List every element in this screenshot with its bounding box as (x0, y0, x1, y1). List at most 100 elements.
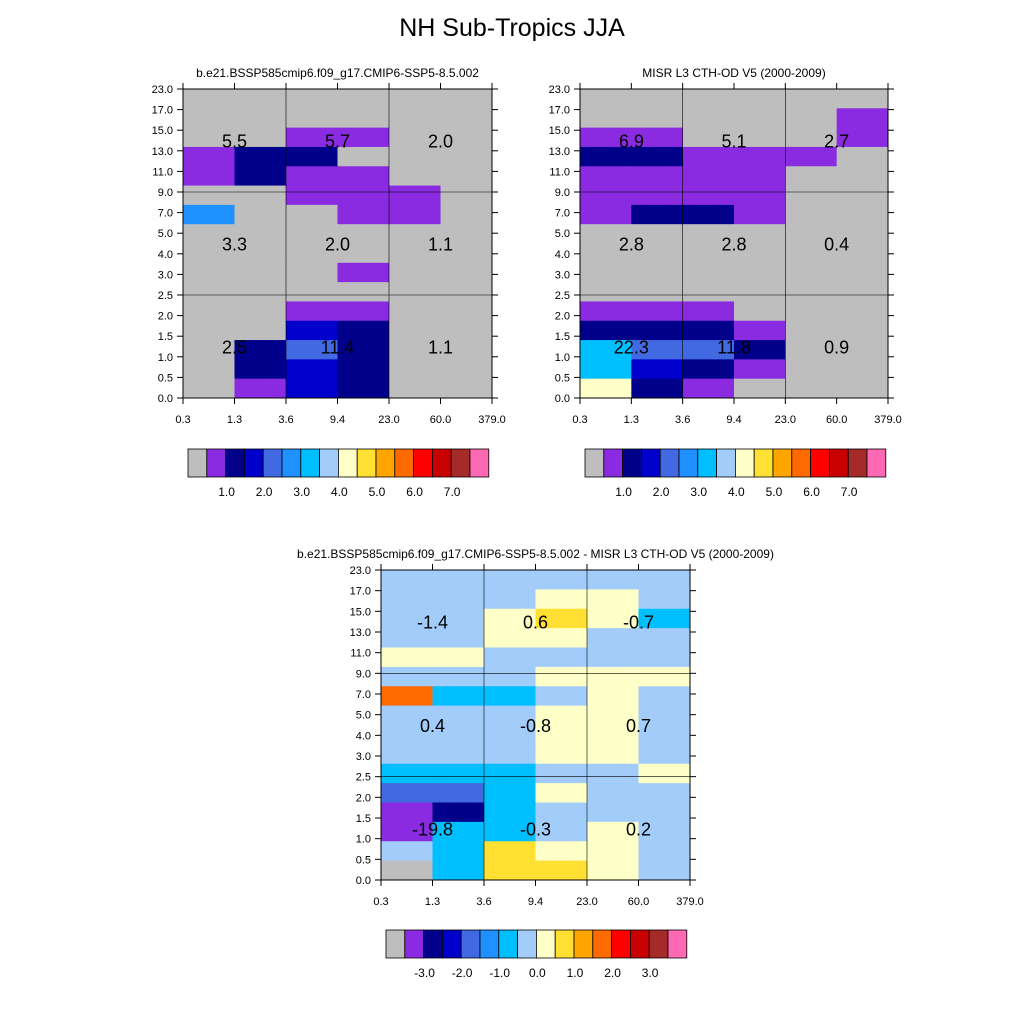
heatmap-cell (682, 262, 735, 283)
heatmap-cell (432, 744, 485, 765)
heatmap-cell (286, 204, 338, 225)
heatmap-cell (836, 340, 889, 360)
heatmap-cell (432, 589, 485, 610)
data-label: 2.7 (824, 132, 849, 152)
heatmap-cell (432, 783, 485, 803)
heatmap-cell (484, 860, 536, 881)
colorbar-swatch (536, 929, 556, 959)
heatmap-cell (631, 378, 684, 399)
heatmap-cell (682, 204, 735, 225)
heatmap-cell (580, 204, 632, 225)
colorbar-swatch (517, 929, 537, 959)
y-tick-label: 2.0 (356, 792, 371, 804)
heatmap-cell (381, 628, 433, 648)
colorbar-swatch (791, 448, 811, 478)
heatmap-cell (535, 570, 588, 590)
colorbar-swatch (469, 448, 490, 478)
y-tick-label: 2.5 (555, 290, 570, 302)
heatmap-cell (432, 570, 485, 590)
heatmap-cell (580, 146, 632, 167)
y-tick-label: 0.0 (158, 393, 173, 405)
colorbar-swatch (573, 929, 594, 959)
data-label: 1.1 (428, 235, 453, 255)
heatmap-cell (183, 108, 235, 129)
colorbar-label: -2.0 (452, 966, 473, 980)
colorbar-label: 2.0 (256, 485, 273, 499)
y-tick-label: 3.0 (555, 269, 570, 281)
heatmap-cell (432, 860, 485, 881)
heatmap-cell (337, 262, 390, 283)
heatmap-cell (587, 860, 639, 881)
x-tick-label: 379.0 (676, 896, 704, 908)
colorbar-swatch (356, 448, 377, 478)
heatmap-cell (234, 204, 287, 225)
heatmap-cell (234, 185, 287, 206)
y-tick-label: 2.0 (158, 311, 173, 323)
y-tick-label: 9.0 (356, 668, 371, 680)
heatmap-cell (440, 282, 493, 302)
heatmap-cell (580, 282, 632, 302)
heatmap-cell (587, 705, 639, 726)
heatmap-cell (580, 185, 632, 206)
heatmap-cell (734, 185, 786, 206)
colorbar-swatch (498, 929, 518, 959)
x-tick-label: 379.0 (478, 414, 506, 426)
heatmap-cell (535, 725, 588, 745)
heatmap-cell (638, 783, 691, 803)
heatmap-cell (337, 185, 390, 206)
heatmap-cell (587, 725, 639, 745)
heatmap-cell (682, 127, 735, 148)
colorbar-swatch (611, 929, 631, 959)
heatmap-cell (337, 108, 390, 129)
data-label: 5.7 (325, 132, 350, 152)
heatmap-cell (785, 166, 838, 187)
colorbar-label: 2.0 (653, 485, 670, 499)
colorbar-swatch (404, 929, 424, 959)
x-tick-label: 3.6 (278, 414, 293, 426)
heatmap-cell (836, 359, 889, 380)
heatmap-cell (682, 185, 735, 206)
heatmap-cell (638, 686, 691, 707)
heatmap-cell (183, 224, 235, 244)
heatmap-cell (638, 802, 691, 823)
heatmap-cell (484, 725, 536, 745)
heatmap-cell (631, 262, 684, 283)
colorbar-label: 3.0 (642, 966, 659, 980)
heatmap-cell (440, 89, 493, 109)
heatmap-cell (734, 127, 786, 148)
heatmap-cell (440, 243, 493, 264)
y-tick-label: 4.0 (158, 249, 173, 261)
heatmap-cell (381, 686, 433, 707)
colorbar-label: 7.0 (444, 485, 461, 499)
heatmap-cell (183, 262, 235, 283)
heatmap-cell (734, 262, 786, 283)
heatmap-cell (389, 166, 441, 187)
colorbar-swatch (413, 448, 433, 478)
heatmap-cell (440, 127, 493, 148)
colorbar-label: 2.0 (604, 966, 621, 980)
heatmap-cell (734, 224, 786, 244)
heatmap-cell (381, 763, 433, 784)
heatmap-cell (535, 705, 588, 726)
data-label: 0.4 (824, 235, 849, 255)
x-tick-label: 60.0 (826, 414, 847, 426)
heatmap-cell (286, 359, 338, 380)
heatmap-cell (337, 89, 390, 109)
heatmap-cell (580, 108, 632, 129)
heatmap-cell (484, 783, 536, 803)
heatmap-cell (836, 166, 889, 187)
heatmap-cell (440, 185, 493, 206)
heatmap-cell (734, 301, 786, 322)
colorbar-swatch (866, 448, 887, 478)
heatmap-cell (535, 841, 588, 862)
heatmap-cell (484, 841, 536, 862)
heatmap-cell (734, 340, 786, 360)
heatmap-cell (234, 166, 287, 187)
heatmap-cell (682, 108, 735, 129)
x-tick-label: 0.3 (572, 414, 587, 426)
y-tick-label: 15.0 (152, 125, 173, 137)
colorbar-label: 1.0 (218, 485, 235, 499)
y-tick-label: 5.0 (158, 228, 173, 240)
heatmap-cell (785, 127, 838, 148)
